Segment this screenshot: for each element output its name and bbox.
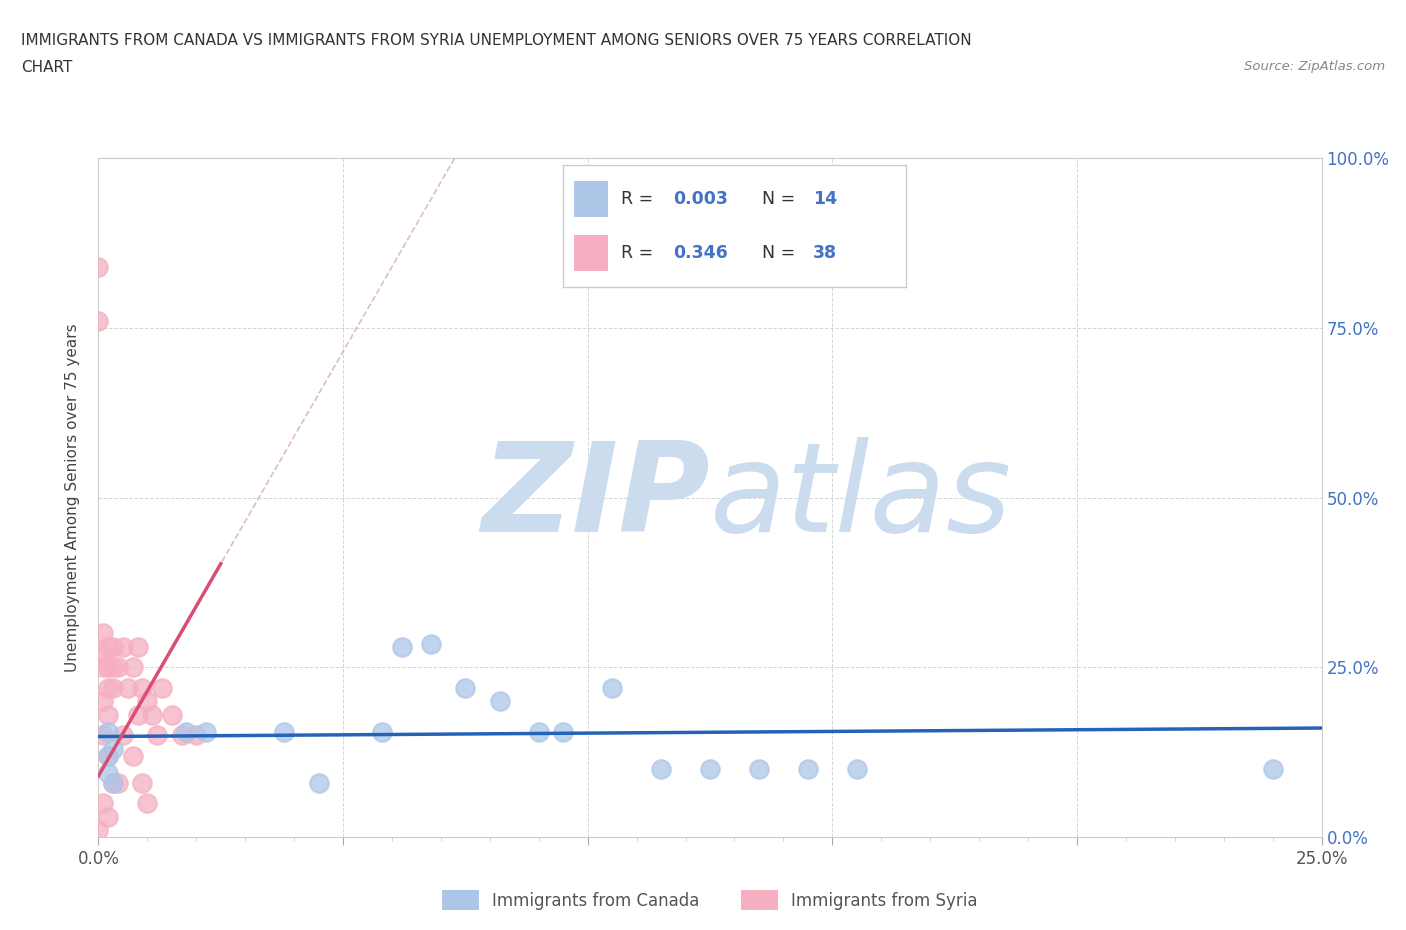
Point (97, 724, 120, 739)
Point (131, 776, 153, 790)
Point (273, 724, 295, 739)
Point (101, 741, 124, 756)
Point (488, 694, 510, 709)
Point (527, 724, 550, 739)
Point (127, 708, 149, 723)
Point (87, 259, 110, 274)
Point (170, 727, 193, 742)
Y-axis label: Unemployment Among Seniors over 75 years: Unemployment Among Seniors over 75 years (65, 324, 80, 671)
Point (150, 680, 173, 695)
Point (195, 724, 218, 739)
Text: atlas: atlas (710, 437, 1012, 558)
Point (176, 724, 198, 739)
Point (97, 660, 120, 675)
Point (107, 660, 129, 675)
Point (131, 680, 153, 695)
Point (97, 680, 120, 695)
Point (117, 680, 139, 695)
Point (97, 640, 120, 655)
Point (650, 762, 672, 777)
Point (97, 809, 120, 824)
Point (371, 724, 394, 739)
Text: ZIP: ZIP (481, 437, 710, 558)
Text: IMMIGRANTS FROM CANADA VS IMMIGRANTS FROM SYRIA UNEMPLOYMENT AMONG SENIORS OVER : IMMIGRANTS FROM CANADA VS IMMIGRANTS FRO… (21, 33, 972, 47)
Point (91, 660, 114, 675)
Point (160, 708, 183, 723)
Point (111, 640, 134, 655)
Point (748, 762, 770, 777)
Point (107, 776, 129, 790)
Point (121, 660, 143, 675)
Point (97, 748, 120, 763)
Point (101, 680, 124, 695)
Text: CHART: CHART (21, 60, 73, 75)
Point (91, 796, 114, 811)
Point (87, 313, 110, 328)
Point (141, 708, 163, 723)
Point (127, 640, 149, 655)
Point (136, 796, 159, 811)
Point (121, 748, 143, 763)
Point (600, 680, 623, 695)
Point (553, 724, 575, 739)
Point (101, 776, 124, 790)
Point (1261, 762, 1284, 777)
Point (87, 823, 110, 838)
Point (91, 727, 114, 742)
Point (111, 727, 134, 742)
Point (845, 762, 868, 777)
Point (391, 640, 413, 655)
Point (91, 626, 114, 641)
Point (91, 646, 114, 661)
Point (101, 660, 124, 675)
Point (308, 776, 330, 790)
Point (91, 694, 114, 709)
Point (101, 776, 124, 790)
Point (146, 727, 169, 742)
Point (136, 694, 159, 709)
Point (797, 762, 820, 777)
Point (97, 765, 120, 780)
Point (186, 727, 208, 742)
Text: Source: ZipAtlas.com: Source: ZipAtlas.com (1244, 60, 1385, 73)
Point (454, 680, 477, 695)
Legend: Immigrants from Canada, Immigrants from Syria: Immigrants from Canada, Immigrants from … (436, 884, 984, 917)
Point (420, 636, 443, 651)
Point (101, 640, 124, 655)
Point (97, 748, 120, 763)
Point (97, 708, 120, 723)
Point (699, 762, 721, 777)
